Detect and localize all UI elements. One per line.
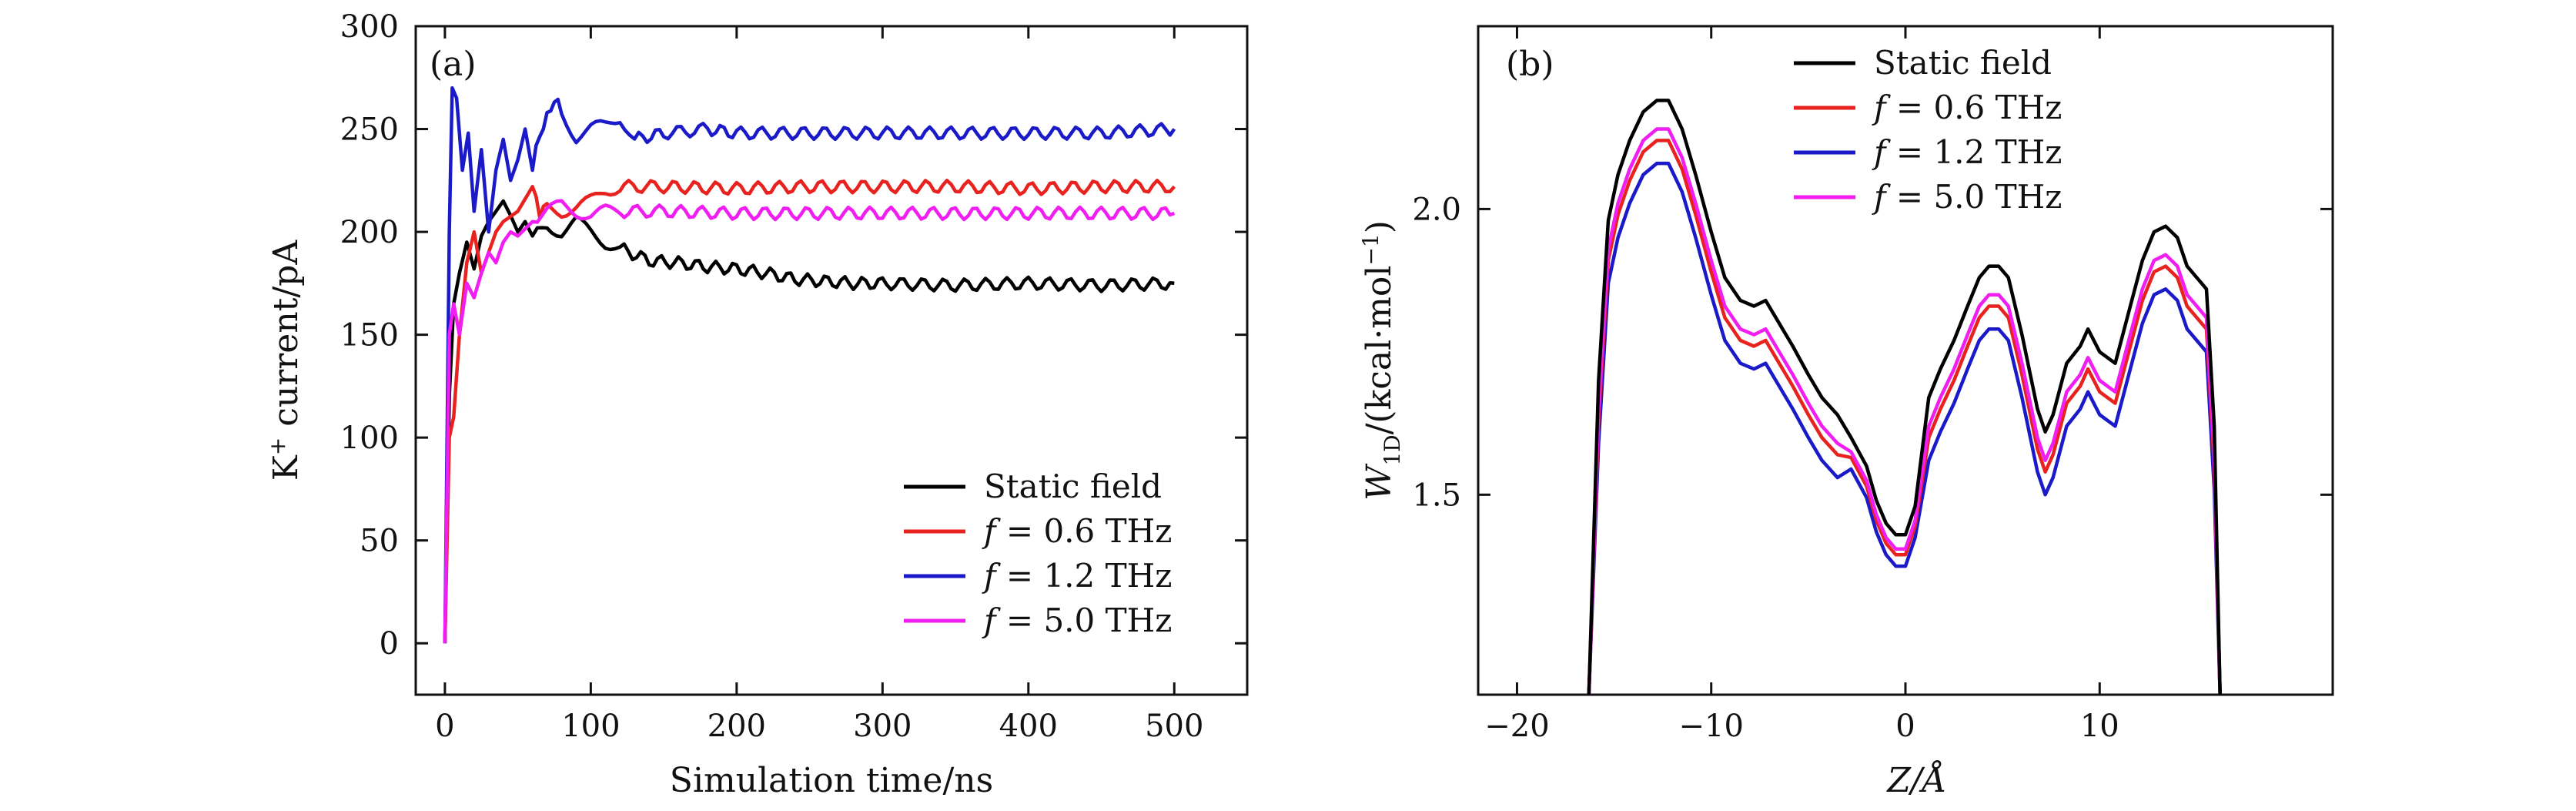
- panel-a-ytick-label: 50: [360, 524, 399, 559]
- panel-b-legend-label: f = 5.0 THz: [1872, 178, 2062, 216]
- panel-b-ytick-label: 2.0: [1412, 192, 1461, 227]
- panel-a-legend-label: f = 0.6 THz: [982, 512, 1172, 550]
- panel-b-legend: Static field f = 0.6 THz f = 1.2 THz f = 5.…: [1794, 44, 2062, 216]
- series-line-4: [1587, 127, 2222, 695]
- panel-b-ylabel: W1D/(kcal·mol−1): [1358, 220, 1405, 501]
- panel-a: 0 100 200 300 400 500 0 50 100 150 200 250 300 (a) S…: [265, 9, 1249, 800]
- panel-a-legend-label: Static field: [984, 467, 1162, 505]
- panel-b-xtick-label: 10: [2080, 709, 2119, 744]
- panel-b-xlabel: Z/Å: [1885, 759, 1946, 800]
- series-line-4: [443, 199, 1176, 644]
- series-line-1: [443, 199, 1175, 644]
- panel-b-axis-ticks: −20 −10 0 10 1.5 2.0: [1412, 26, 2333, 744]
- panel-a-xtick-label: 200: [708, 709, 766, 744]
- series-line-2: [443, 179, 1176, 644]
- panel-b-legend-label: Static field: [1874, 44, 2052, 82]
- panel-b-series: [1587, 99, 2222, 695]
- panel-a-xtick-label: 100: [561, 709, 620, 744]
- panel-a-legend-label: f = 5.0 THz: [982, 602, 1172, 639]
- panel-b: −20 −10 0 10 1.5 2.0 (b) Z/Å W1D/(kcal·mol−1)…: [1358, 25, 2334, 800]
- panel-b-label: (b): [1506, 45, 1554, 84]
- panel-a-xlabel: Simulation time/ns: [670, 761, 993, 800]
- panel-b-legend-label: f = 0.6 THz: [1872, 89, 2062, 126]
- panel-a-xtick-label: 300: [853, 709, 912, 744]
- panel-a-axis-ticks: 0 100 200 300 400 500 0 50 100 150 200 250 300: [340, 9, 1247, 744]
- panel-a-ytick-label: 100: [340, 421, 399, 456]
- panel-b-legend-label: f = 1.2 THz: [1872, 133, 2062, 171]
- panel-a-label: (a): [430, 45, 477, 84]
- panel-a-xtick-label: 400: [999, 709, 1058, 744]
- panel-a-ytick-label: 150: [340, 318, 399, 354]
- panel-b-xtick-label: 0: [1895, 709, 1915, 744]
- panel-a-ytick-label: 0: [380, 626, 399, 662]
- panel-b-ytick-label: 1.5: [1412, 478, 1461, 513]
- panel-a-legend: Static field f = 0.6 THz f = 1.2 THz f = 5.…: [904, 467, 1172, 639]
- panel-a-frame: [414, 25, 1249, 696]
- series-line-3: [1587, 161, 2222, 695]
- panel-a-ylabel: K+ current/pA: [265, 240, 306, 481]
- panel-a-ytick-label: 200: [340, 215, 399, 250]
- series-line-3: [443, 85, 1176, 644]
- panel-a-xtick-label: 0: [435, 709, 454, 744]
- panel-b-xtick-label: −10: [1679, 709, 1744, 744]
- panel-b-xtick-label: −20: [1484, 709, 1549, 744]
- panel-a-legend-label: f = 1.2 THz: [982, 557, 1172, 595]
- panel-a-xtick-label: 500: [1145, 709, 1203, 744]
- panel-a-ytick-label: 250: [340, 112, 399, 148]
- panel-b-frame: [1477, 25, 2334, 696]
- panel-a-series: [443, 85, 1176, 644]
- series-line-1: [1587, 99, 2222, 695]
- series-line-2: [1587, 139, 2222, 695]
- panel-a-ytick-label: 300: [340, 9, 399, 45]
